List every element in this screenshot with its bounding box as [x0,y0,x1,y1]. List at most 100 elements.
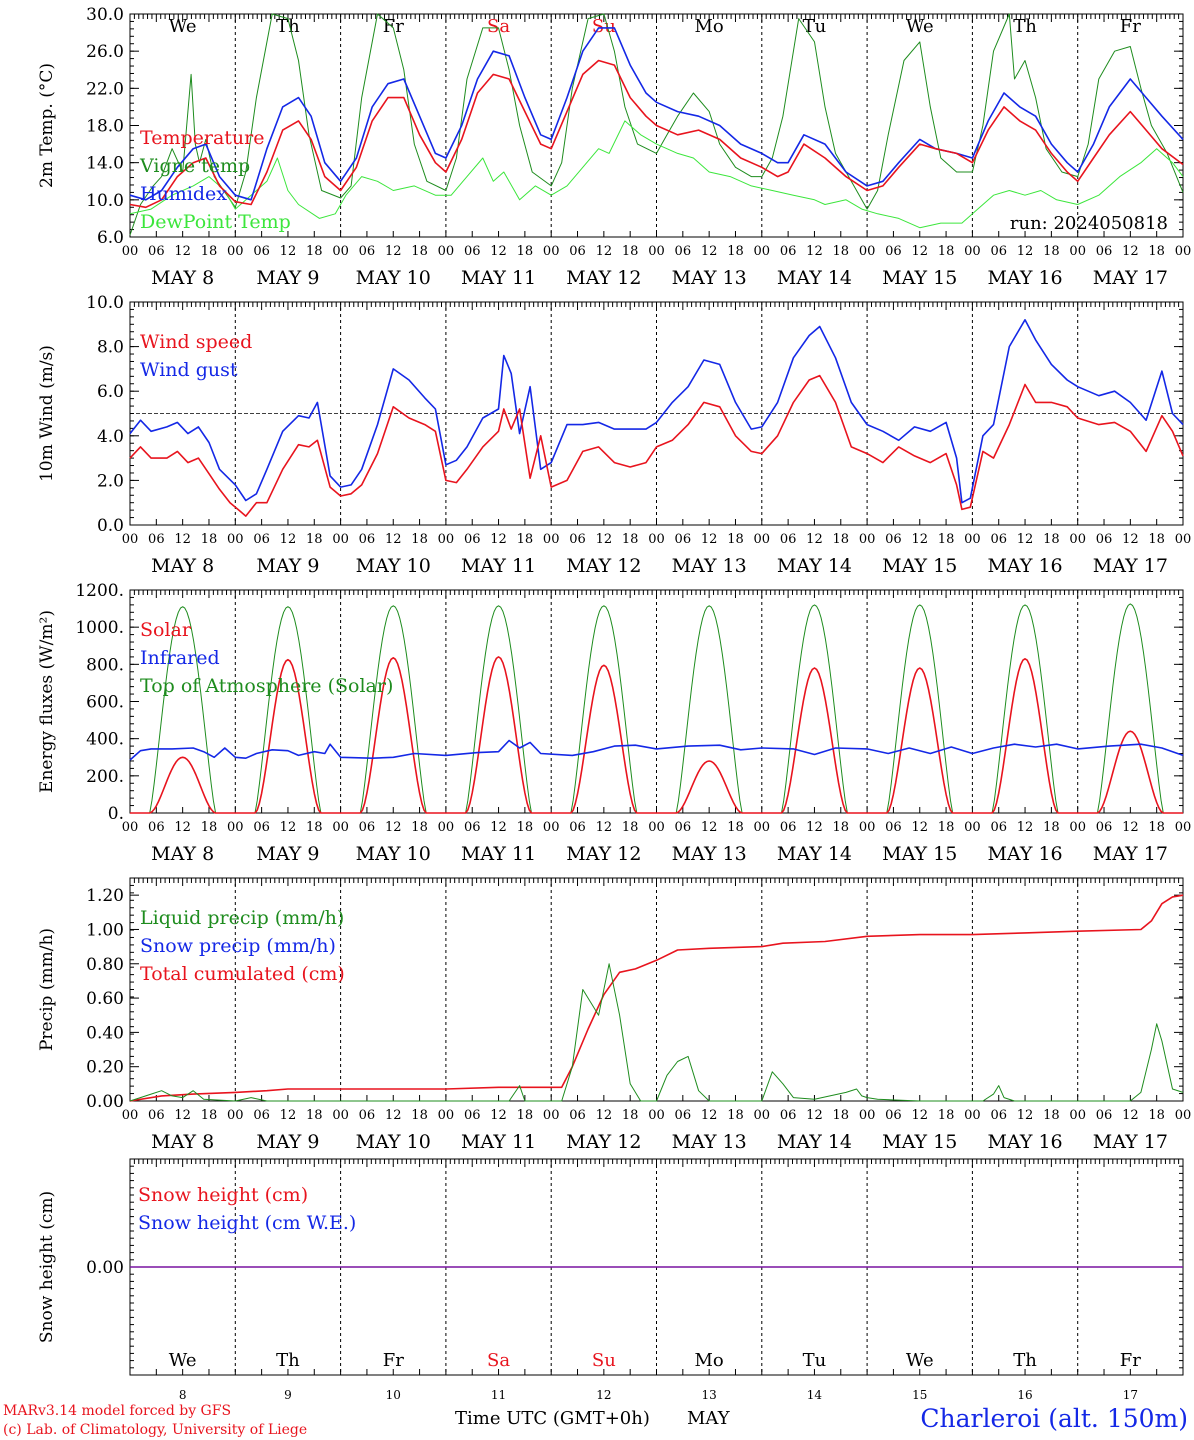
hour-tick-label: 00 [122,1108,139,1123]
footer: MARv3.14 model forced by GFS (c) Lab. of… [3,1403,1188,1438]
hour-tick-label: 00 [438,1108,455,1123]
hour-tick-label: 18 [833,244,850,259]
lab-credit: (c) Lab. of Climatology, University of L… [3,1422,307,1438]
date-label: MAY 15 [882,267,957,289]
hour-tick-label: 12 [701,244,718,259]
hour-tick-label: 12 [490,1108,507,1123]
hour-tick-label: 12 [280,1108,297,1123]
date-label: MAY 11 [461,267,536,289]
hour-tick-label: 18 [1043,820,1060,835]
hour-tick-label: 18 [1043,244,1060,259]
legend-entry: Snow height (cm W.E.) [138,1212,356,1234]
date-label: MAY 12 [566,843,641,865]
hour-tick-label: 12 [280,532,297,547]
hour-tick-label: 00 [648,820,665,835]
series-wind-speed-line [129,374,1184,517]
hour-tick-label: 06 [1096,820,1113,835]
date-label: MAY 10 [356,267,431,289]
legend-entry: Solar [140,619,192,641]
hour-tick-label: 18 [1043,1108,1060,1123]
run-label: run: 2024050818 [1010,213,1168,234]
series-temperature-line [129,59,1184,209]
hour-tick-label: 00 [1069,532,1086,547]
hour-tick-label: 00 [438,532,455,547]
hour-tick-label: 12 [701,1108,718,1123]
hour-tick-label: 18 [833,532,850,547]
hour-tick-label: 06 [464,1108,481,1123]
hour-tick-label: 18 [1148,820,1165,835]
y-tick-label: 22.0 [86,79,124,99]
panel-5: 0.00 Snow height (cm) We Th Fr Sa Su Mo Tu We Th Fr… [37,1158,1184,1402]
hour-tick-label: 12 [911,820,928,835]
y-tick-label: 10.0 [86,191,124,211]
hour-tick-label: 00 [1175,532,1192,547]
day-name-label: We [906,16,934,37]
hour-tick-label: 18 [201,1108,218,1123]
hour-tick-label: 00 [438,820,455,835]
hour-tick-label: 00 [754,244,771,259]
legend-entry: Wind gust [140,359,238,381]
hour-tick-label: 06 [1096,532,1113,547]
day-name-label: Th [276,16,300,37]
hour-tick-label: 06 [885,820,902,835]
date-label: MAY 14 [777,1131,852,1153]
date-label: MAY 9 [256,267,319,289]
hour-tick-label: 00 [227,820,244,835]
hour-tick-label: 06 [253,244,270,259]
series-liquid-precip-mm-h--line [129,963,1184,1102]
hour-tick-label: 12 [1122,820,1139,835]
date-label: MAY 14 [777,267,852,289]
hour-tick-label: 06 [780,532,797,547]
hour-tick-label: 18 [622,1108,639,1123]
hour-tick-label: 18 [938,244,955,259]
y-tick-label: 0.00 [86,1258,124,1278]
day-name-label: We [169,16,197,37]
hour-tick-label: 18 [517,1108,534,1123]
hour-tick-label: 00 [543,1108,560,1123]
date-label: MAY 17 [1093,267,1168,289]
hour-tick-label: 18 [201,820,218,835]
day-name-label: Fr [1120,16,1141,37]
hour-tick-label: 18 [411,820,428,835]
hour-tick-label: 00 [543,820,560,835]
hour-tick-label: 00 [648,532,665,547]
hour-tick-label: 12 [806,1108,823,1123]
day-name-label: Fr [383,1350,404,1371]
y-tick-label: 2.0 [97,471,124,491]
hour-tick-label: 18 [727,1108,744,1123]
hour-tick-label: 06 [675,1108,692,1123]
hour-tick-label: 12 [806,532,823,547]
date-label: MAY 8 [151,555,214,577]
date-label: MAY 9 [256,1131,319,1153]
hour-tick-label: 12 [385,820,402,835]
hour-tick-label: 00 [964,1108,981,1123]
hour-tick-label: 00 [1175,820,1192,835]
day-name-label: Mo [695,1350,724,1371]
day-name-label: Fr [383,16,404,37]
hour-tick-label: 12 [911,532,928,547]
y-tick-label: 1.00 [86,920,124,940]
hour-tick-label: 06 [990,1108,1007,1123]
date-label: MAY 12 [566,555,641,577]
hour-tick-label: 06 [675,532,692,547]
legend-entry: Wind speed [140,331,252,353]
hour-tick-label: 00 [859,1108,876,1123]
hour-tick-label: 06 [253,532,270,547]
day-name-label: Sa [487,1350,510,1371]
date-label: MAY 8 [151,267,214,289]
day-number-label: 15 [912,1388,927,1402]
y-tick-label: 8.0 [97,338,124,358]
y-tick-label: 1000. [75,618,124,638]
hour-tick-label: 06 [148,820,165,835]
hour-tick-label: 18 [622,532,639,547]
legend-entry: Infrared [140,647,220,669]
hour-tick-label: 12 [174,1108,191,1123]
panel-2: 0.0 2.0 4.0 6.0 8.0 10.0 10m Wind (m/s) 00 06 12 1… [37,293,1191,577]
day-name-label: Fr [1120,1350,1141,1371]
panel-3: 0. 200. 400. 600. 800. 1000. 1200. Energy fluxe… [37,581,1191,865]
hour-tick-label: 12 [174,244,191,259]
date-label: MAY 15 [882,843,957,865]
y-tick-label: 6.0 [97,382,124,402]
date-label: MAY 11 [461,555,536,577]
hour-tick-label: 12 [1017,244,1034,259]
